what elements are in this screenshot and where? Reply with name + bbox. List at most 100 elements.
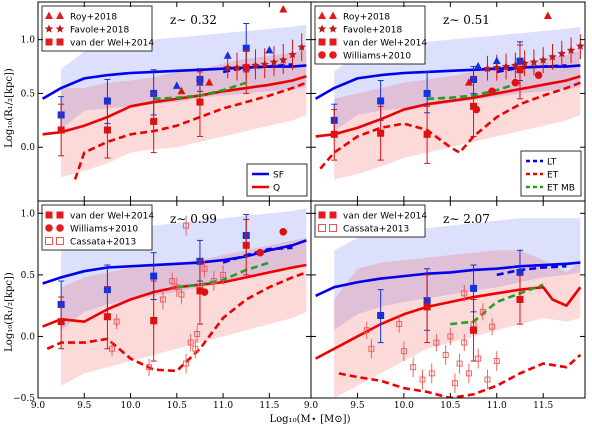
x-tick-label: 11.0 xyxy=(213,401,233,411)
legend-marker xyxy=(329,51,337,59)
data-point-square xyxy=(423,89,431,97)
open-point xyxy=(489,323,496,330)
data-point-circle xyxy=(534,71,543,79)
y-axis-label-bottom: Log₁₀(R₁/₂[kpc]) xyxy=(4,272,15,352)
legend-marker xyxy=(56,11,64,19)
panel-2: z∼ 0.99 van der Wel+2014 Williams+2010 Cass… xyxy=(37,200,312,399)
open-point xyxy=(461,290,468,297)
y-tick-label: −0.5 xyxy=(13,394,35,404)
data-point-square xyxy=(423,130,431,138)
open-point xyxy=(452,380,458,387)
data-point-circle xyxy=(279,227,288,236)
star-point xyxy=(529,57,539,66)
y-tick-label: 0.0 xyxy=(21,332,36,342)
y-tick-label: 1.0 xyxy=(21,209,36,219)
legend-marker xyxy=(44,24,54,33)
x-tick-label: 11.5 xyxy=(533,401,553,411)
data-point-square xyxy=(103,126,111,134)
redshift-label: z∼ 0.99 xyxy=(170,212,217,226)
star-point xyxy=(520,58,529,67)
data-point-circle xyxy=(200,288,209,296)
data-point-square xyxy=(330,130,338,138)
data-point-triangle xyxy=(279,5,288,13)
data-point-triangle xyxy=(543,11,552,19)
data-point-triangle xyxy=(464,78,473,86)
legend-label: van der Wel+2014 xyxy=(70,39,154,49)
legend-marker xyxy=(328,24,338,33)
data-point-square xyxy=(196,98,204,106)
legend-label: ET xyxy=(547,171,559,181)
plot-area xyxy=(314,11,585,180)
open-point xyxy=(428,370,435,377)
data-point-triangle xyxy=(474,62,483,70)
legend-marker xyxy=(318,51,326,59)
legend-marker xyxy=(329,38,337,46)
x-axis-label: Log₁₀(M⋆ [M⊙]) xyxy=(270,414,351,425)
open-point xyxy=(210,278,217,284)
data-point-square xyxy=(516,296,524,303)
panel-3: z∼ 2.07 van der Wel+2014 Cassata+2013 xyxy=(310,200,586,399)
x-tick-label: 11.0 xyxy=(487,401,507,411)
legend-label: van der Wel+2014 xyxy=(70,212,154,222)
legend-marker xyxy=(318,211,326,219)
open-point xyxy=(368,345,375,352)
legend-marker xyxy=(317,24,327,33)
legend-label: van der Wel+2014 xyxy=(343,39,427,49)
data-point-circle xyxy=(256,248,264,257)
legend-marker xyxy=(329,11,337,19)
data-point-square xyxy=(377,129,385,137)
open-point xyxy=(187,339,194,346)
legend-label: Cassata+2013 xyxy=(70,238,136,248)
x-tick-label: 9.0 xyxy=(304,401,319,411)
open-point xyxy=(442,351,449,358)
data-point-square xyxy=(57,126,65,134)
series-line-2 xyxy=(315,285,582,360)
data-point-square xyxy=(470,326,478,334)
series-line-3 xyxy=(46,271,307,373)
star-point xyxy=(566,45,576,54)
open-point xyxy=(461,339,468,346)
open-point xyxy=(146,364,153,371)
data-point-square xyxy=(377,97,385,105)
legend-marker xyxy=(329,224,337,232)
data-point-triangle xyxy=(177,86,186,95)
open-point xyxy=(173,284,180,291)
legend-label: Favole+2018 xyxy=(343,26,402,36)
data-point-square xyxy=(516,66,524,74)
series-line-3 xyxy=(338,353,582,398)
panel-0: z∼ 0.32 Roy+2018 Favole+2018 van der Wel+20… xyxy=(37,1,312,202)
series-line-2 xyxy=(315,74,581,138)
series-line-1 xyxy=(496,264,567,277)
open-point xyxy=(484,376,491,383)
open-point xyxy=(433,339,440,346)
open-point xyxy=(419,376,426,383)
star-point xyxy=(576,41,585,50)
star-point xyxy=(251,61,260,70)
data-point-triangle xyxy=(172,81,181,89)
star-point xyxy=(260,59,269,68)
star-point xyxy=(297,42,306,51)
legend-label: Cassata+2013 xyxy=(343,225,409,235)
legend-label: Roy+2018 xyxy=(70,13,117,23)
legend-marker xyxy=(318,11,326,19)
data-point-square xyxy=(57,318,65,326)
open-point xyxy=(169,278,176,284)
legend-marker xyxy=(329,211,337,219)
star-point xyxy=(279,55,288,64)
data-point-triangle xyxy=(265,45,274,54)
y-axis-label-top: Log₁₀(R₁/₂[kpc]) xyxy=(4,68,15,148)
legend-marker xyxy=(55,24,65,33)
legend-marker xyxy=(56,237,64,245)
series-line-0 xyxy=(315,261,581,297)
open-point xyxy=(183,360,190,367)
legend-marker xyxy=(56,38,64,46)
x-tick-label: 10.5 xyxy=(440,401,460,411)
x-tick-label: 9.5 xyxy=(77,401,92,411)
data-point-triangle xyxy=(492,56,501,65)
open-point xyxy=(456,360,463,367)
open-point xyxy=(113,318,120,325)
y-tick-label: 0.5 xyxy=(21,89,36,99)
legend-box xyxy=(520,150,582,197)
data-point-square xyxy=(470,102,478,110)
